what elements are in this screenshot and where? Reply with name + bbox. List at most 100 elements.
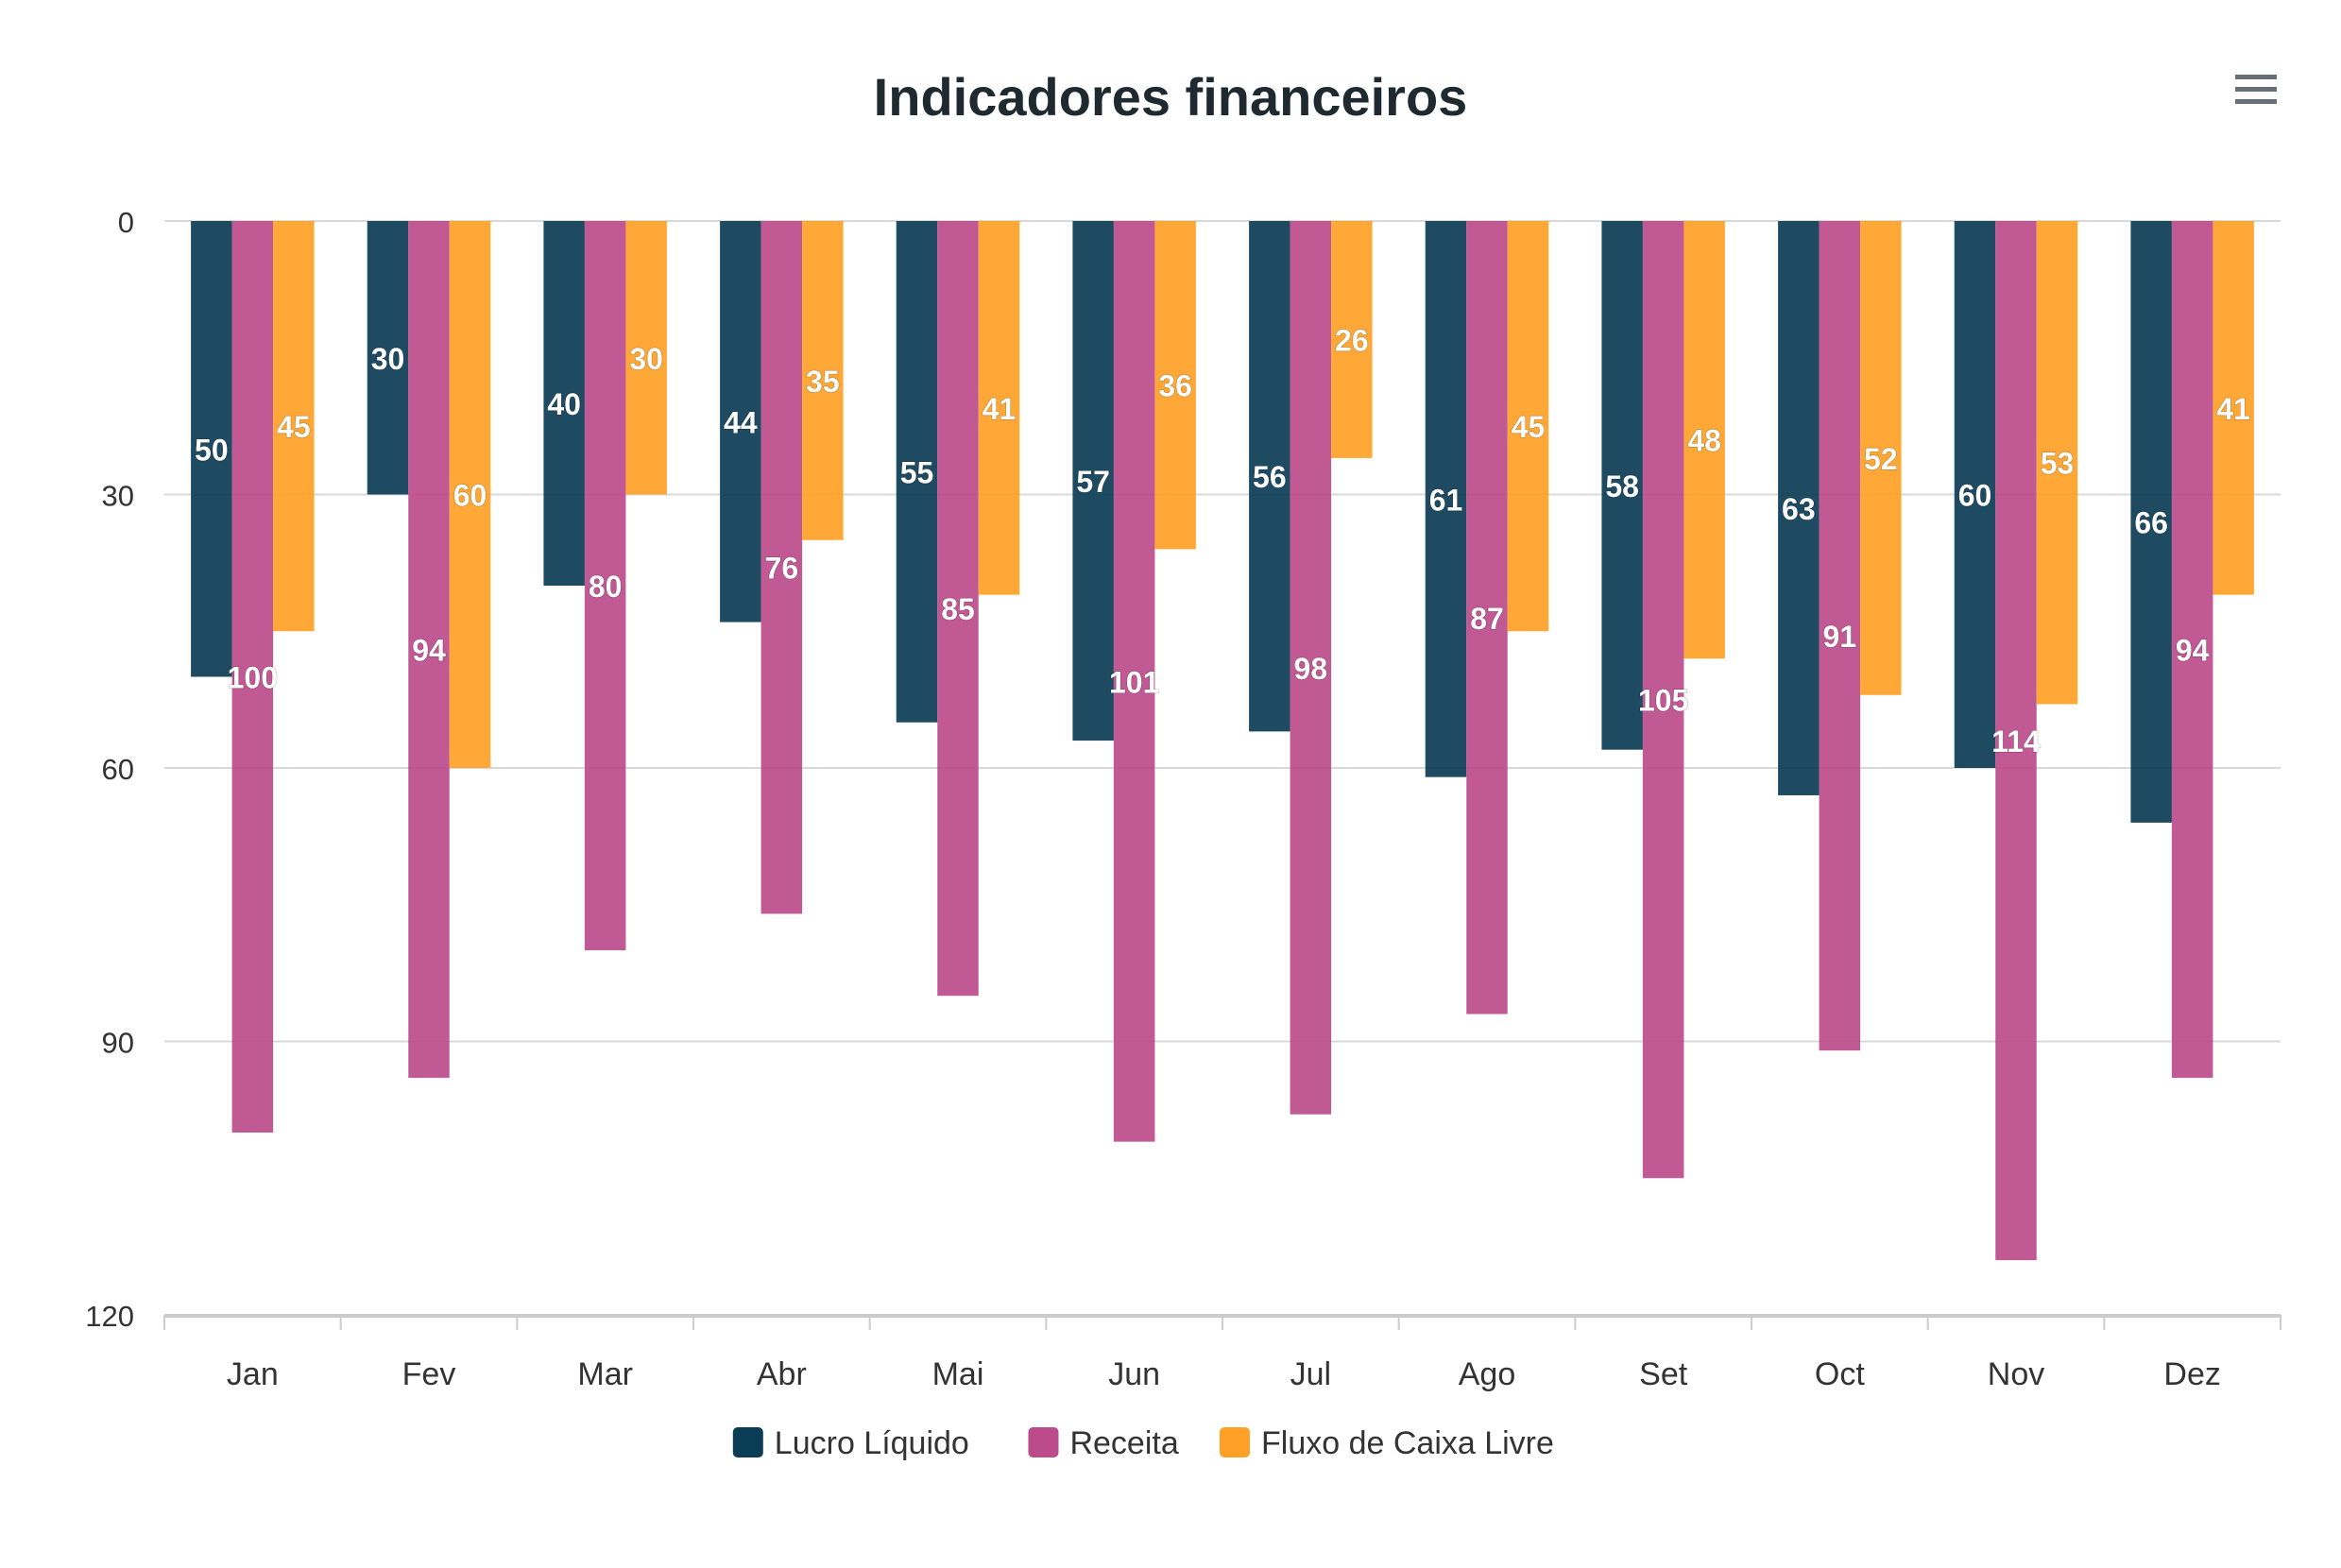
gridlines <box>164 220 2281 1043</box>
x-tick-label: Set <box>1639 1356 1688 1392</box>
bar <box>625 221 667 495</box>
data-label: 48 <box>1687 424 1721 458</box>
bar <box>2213 221 2254 595</box>
y-axis-ticks: 0 30 60 90 120 <box>85 206 134 1333</box>
data-label: 60 <box>1958 479 1992 513</box>
legend-swatch <box>732 1427 763 1457</box>
data-label: 114 <box>1991 724 2041 758</box>
x-tick-label: Ago <box>1459 1356 1516 1392</box>
data-label: 80 <box>589 570 623 604</box>
bar <box>1331 221 1373 458</box>
bar <box>1425 221 1467 777</box>
bar <box>1778 221 1820 795</box>
bar <box>978 221 1020 595</box>
x-tick-label: Dez <box>2163 1356 2220 1392</box>
bar <box>408 221 450 1079</box>
y-tick-label: 90 <box>102 1027 134 1060</box>
data-label: 41 <box>2216 392 2250 426</box>
bar <box>2130 221 2172 823</box>
bar <box>1995 221 2037 1261</box>
data-label: 45 <box>1512 410 1546 444</box>
legend-swatch <box>1220 1427 1250 1457</box>
bar <box>2171 221 2213 1079</box>
legend[interactable]: Lucro Líquido Receita Fluxo de Caixa Livre <box>732 1425 1554 1461</box>
legend-label: Receita <box>1069 1425 1178 1461</box>
x-tick-label: Nov <box>1988 1356 2044 1392</box>
hamburger-menu-icon[interactable] <box>2231 70 2279 108</box>
bar <box>367 221 409 495</box>
x-tick-label: Jul <box>1290 1356 1331 1392</box>
y-tick-label: 120 <box>85 1300 134 1333</box>
data-label: 94 <box>412 634 446 668</box>
data-label: 30 <box>629 342 663 376</box>
bar <box>231 221 274 1133</box>
bar <box>1466 221 1508 1014</box>
legend-label: Fluxo de Caixa Livre <box>1261 1425 1554 1461</box>
x-tick-label: Oct <box>1815 1356 1865 1392</box>
bar <box>2036 221 2078 705</box>
bar <box>273 221 315 632</box>
x-tick-label: Fev <box>402 1356 456 1392</box>
bar <box>1819 221 1861 1051</box>
x-tick-label: Jan <box>227 1356 279 1392</box>
data-label: 52 <box>1864 442 1898 476</box>
bar <box>449 221 491 768</box>
bar <box>1113 221 1155 1142</box>
bar <box>1154 221 1196 550</box>
bar <box>1954 221 1996 768</box>
data-label: 101 <box>1109 665 1159 699</box>
data-label: 45 <box>277 410 311 444</box>
data-label: 36 <box>1158 369 1192 403</box>
bar <box>1601 221 1643 750</box>
data-label: 44 <box>724 405 758 439</box>
bar <box>937 221 979 997</box>
bar <box>1642 221 1684 1179</box>
data-labels: 50 100 45 30 94 60 40 80 30 44 76 35 55 85 41 57 101 36 56… <box>194 323 2250 759</box>
data-label: 91 <box>1823 620 1857 654</box>
bar <box>1507 221 1549 632</box>
data-label: 26 <box>1335 323 1369 357</box>
data-label: 60 <box>453 479 487 513</box>
data-label: 35 <box>806 365 840 399</box>
bar <box>1683 221 1725 659</box>
data-label: 85 <box>941 592 975 626</box>
bar <box>896 221 938 723</box>
bar <box>1860 221 1902 695</box>
y-tick-label: 30 <box>102 480 134 513</box>
data-label: 105 <box>1638 684 1688 718</box>
data-label: 63 <box>1782 492 1816 526</box>
x-tick-label: Abr <box>757 1356 807 1392</box>
data-label: 98 <box>1294 652 1328 686</box>
data-label: 30 <box>371 342 405 376</box>
bar <box>191 221 232 677</box>
data-label: 55 <box>900 455 934 489</box>
y-tick-label: 60 <box>102 753 134 786</box>
data-label: 94 <box>2176 634 2210 668</box>
legend-label: Lucro Líquido <box>775 1425 969 1461</box>
data-label: 41 <box>983 392 1017 426</box>
data-label: 100 <box>228 661 278 695</box>
data-label: 58 <box>1605 469 1639 503</box>
bars <box>191 221 2254 1261</box>
bar <box>1290 221 1332 1115</box>
bar <box>720 221 761 622</box>
x-tick-label: Mar <box>577 1356 633 1392</box>
data-label: 53 <box>2041 447 2075 481</box>
bar <box>1249 221 1290 732</box>
x-tick-label: Jun <box>1108 1356 1160 1392</box>
bar <box>584 221 626 950</box>
bar <box>802 221 844 540</box>
data-label: 56 <box>1253 460 1287 494</box>
chart-title: Indicadores financeiros <box>874 67 1468 127</box>
x-axis: Jan Fev Mar Abr Mai Jun Jul Ago Set Oct Nov Dez <box>163 1314 2281 1392</box>
x-tick-label: Mai <box>932 1356 984 1392</box>
y-tick-label: 0 <box>118 206 134 239</box>
data-label: 50 <box>195 433 229 467</box>
legend-item[interactable]: Receita <box>1028 1425 1179 1461</box>
legend-item[interactable]: Lucro Líquido <box>732 1425 969 1461</box>
data-label: 57 <box>1076 465 1110 499</box>
data-label: 87 <box>1470 602 1504 636</box>
legend-item[interactable]: Fluxo de Caixa Livre <box>1220 1425 1554 1461</box>
data-label: 40 <box>547 387 581 421</box>
